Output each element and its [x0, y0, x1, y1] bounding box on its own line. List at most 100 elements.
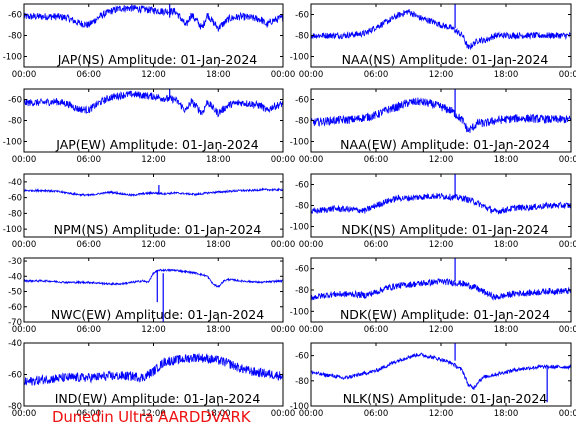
x-tick-label: 12:00: [429, 155, 454, 165]
y-tick-label: -60: [8, 194, 22, 204]
y-tick-label: -80: [8, 402, 22, 412]
x-tick-label: 12:00: [429, 325, 454, 335]
panel-title: IND(EW) Amplitude: 01-Jan-2024: [55, 391, 261, 406]
x-tick-label: 18:00: [206, 70, 231, 80]
x-tick-label: 00:00: [271, 70, 296, 80]
panel-title: NDK(EW) Amplitude: 01-Jan-2024: [340, 307, 550, 322]
chart-panel: -40 -60 -80 -100 00:00 06:00 12:00 18:00 00:00 NP…: [3, 173, 296, 250]
x-tick-label: 00:00: [12, 325, 37, 335]
x-tick-label: 06:00: [77, 240, 102, 250]
chart-panel: -60 -80 -100 00:00 06:00 12:00 18:00 00:00 JAP(E…: [3, 88, 296, 165]
series-line: [24, 4, 283, 32]
y-tick-label: -100: [3, 225, 22, 235]
y-tick-label: -70: [8, 318, 22, 328]
x-tick-label: 00:00: [299, 155, 324, 165]
y-tick-label: -100: [290, 138, 309, 148]
credit-label: Dunedin Ultra AARDDVARK: [52, 408, 251, 426]
y-tick-label: -80: [295, 202, 309, 212]
x-tick-label: 12:00: [141, 70, 166, 80]
x-tick-label: 18:00: [206, 409, 231, 419]
chart-panel: -60 -80 -100 00:00 06:00 12:00 18:00 00:00 JAP(N…: [3, 3, 296, 80]
x-tick-label: 00:00: [12, 409, 37, 419]
x-tick-label: 06:00: [77, 155, 102, 165]
panel-title: NAA(EW) Amplitude: 01-Jan-2024: [340, 137, 550, 152]
y-tick-label: -80: [295, 286, 309, 296]
y-tick-label: -80: [295, 32, 309, 42]
y-tick-label: -40: [8, 339, 22, 349]
x-tick-label: 00:00: [299, 70, 324, 80]
x-tick-label: 18:00: [206, 155, 231, 165]
x-tick-label: 18:00: [494, 70, 519, 80]
chart-panel: -60 -80 -100 00:00 06:00 12:00 18:00 00:00 NAA(N…: [290, 3, 576, 80]
x-tick-label: 00:00: [271, 240, 296, 250]
y-tick-label: -100: [3, 53, 22, 63]
x-tick-label: 12:00: [141, 155, 166, 165]
series-line: [24, 353, 283, 387]
x-tick-label: 12:00: [141, 240, 166, 250]
x-tick-label: 00:00: [559, 325, 576, 335]
chart-panel: -60 -80 -100 00:00 06:00 12:00 18:00 00:00 NDK(N…: [290, 173, 576, 250]
x-tick-label: 06:00: [77, 409, 102, 419]
x-tick-label: 00:00: [12, 70, 37, 80]
panel-title: NDK(NS) Amplitude: 01-Jan-2024: [341, 222, 548, 237]
x-tick-label: 12:00: [429, 240, 454, 250]
series-line: [311, 8, 571, 51]
series-line: [24, 268, 283, 288]
chart-panel: -60-80-10000:0006:0012:0018:0000:00NLK(N…: [290, 342, 576, 419]
y-tick-label: -40: [8, 178, 22, 188]
series-line: [24, 187, 283, 198]
x-tick-label: 06:00: [364, 409, 389, 419]
y-tick-label: -60: [8, 11, 22, 21]
panel-title: NPM(NS) Amplitude: 01-Jan-2024: [54, 222, 262, 237]
y-tick-label: -100: [290, 53, 309, 63]
y-tick-label: -100: [290, 307, 309, 317]
panel-title: JAP(NS) Amplitude: 01-Jan-2024: [57, 52, 258, 67]
x-tick-label: 00:00: [559, 240, 576, 250]
series-line: [311, 352, 571, 390]
x-tick-label: 00:00: [12, 155, 37, 165]
series-line: [24, 90, 283, 118]
y-tick-label: -60: [8, 96, 22, 106]
y-tick-label: -30: [8, 257, 22, 267]
y-tick-label: -80: [8, 209, 22, 219]
x-tick-label: 18:00: [494, 325, 519, 335]
y-tick-label: -40: [8, 272, 22, 282]
panel-title: NWC(EW) Amplitude: 01-Jan-2024: [51, 307, 264, 322]
chart-panel: -60 -80 -100 00:00 06:00 12:00 18:00 00:00 NAA(E…: [290, 88, 576, 165]
x-tick-label: 18:00: [494, 240, 519, 250]
x-tick-label: 00:00: [271, 155, 296, 165]
y-tick-label: -80: [8, 117, 22, 127]
y-tick-label: -60: [8, 371, 22, 381]
x-tick-label: 06:00: [364, 70, 389, 80]
y-tick-label: -60: [295, 352, 309, 362]
y-tick-label: -80: [295, 117, 309, 127]
x-tick-label: 18:00: [494, 155, 519, 165]
x-tick-label: 12:00: [429, 409, 454, 419]
series-line: [311, 193, 571, 215]
y-tick-label: -60: [295, 265, 309, 275]
x-tick-label: 06:00: [364, 240, 389, 250]
x-tick-label: 06:00: [364, 325, 389, 335]
y-tick-label: -60: [8, 303, 22, 313]
series-line: [311, 97, 571, 134]
x-tick-label: 18:00: [206, 325, 231, 335]
x-tick-label: 00:00: [12, 240, 37, 250]
y-tick-label: -50: [8, 288, 22, 298]
y-tick-label: -60: [295, 181, 309, 191]
x-tick-label: 18:00: [206, 240, 231, 250]
x-tick-label: 00:00: [271, 325, 296, 335]
y-tick-label: -100: [290, 223, 309, 233]
x-tick-label: 06:00: [77, 325, 102, 335]
panel-title: NAA(NS) Amplitude: 01-Jan-2024: [342, 52, 549, 67]
x-tick-label: 00:00: [559, 409, 576, 419]
series-line: [311, 277, 571, 301]
x-tick-label: 00:00: [271, 409, 296, 419]
x-tick-label: 00:00: [299, 325, 324, 335]
y-tick-label: -80: [8, 32, 22, 42]
x-tick-label: 18:00: [494, 409, 519, 419]
x-tick-label: 12:00: [429, 70, 454, 80]
x-tick-label: 06:00: [364, 155, 389, 165]
